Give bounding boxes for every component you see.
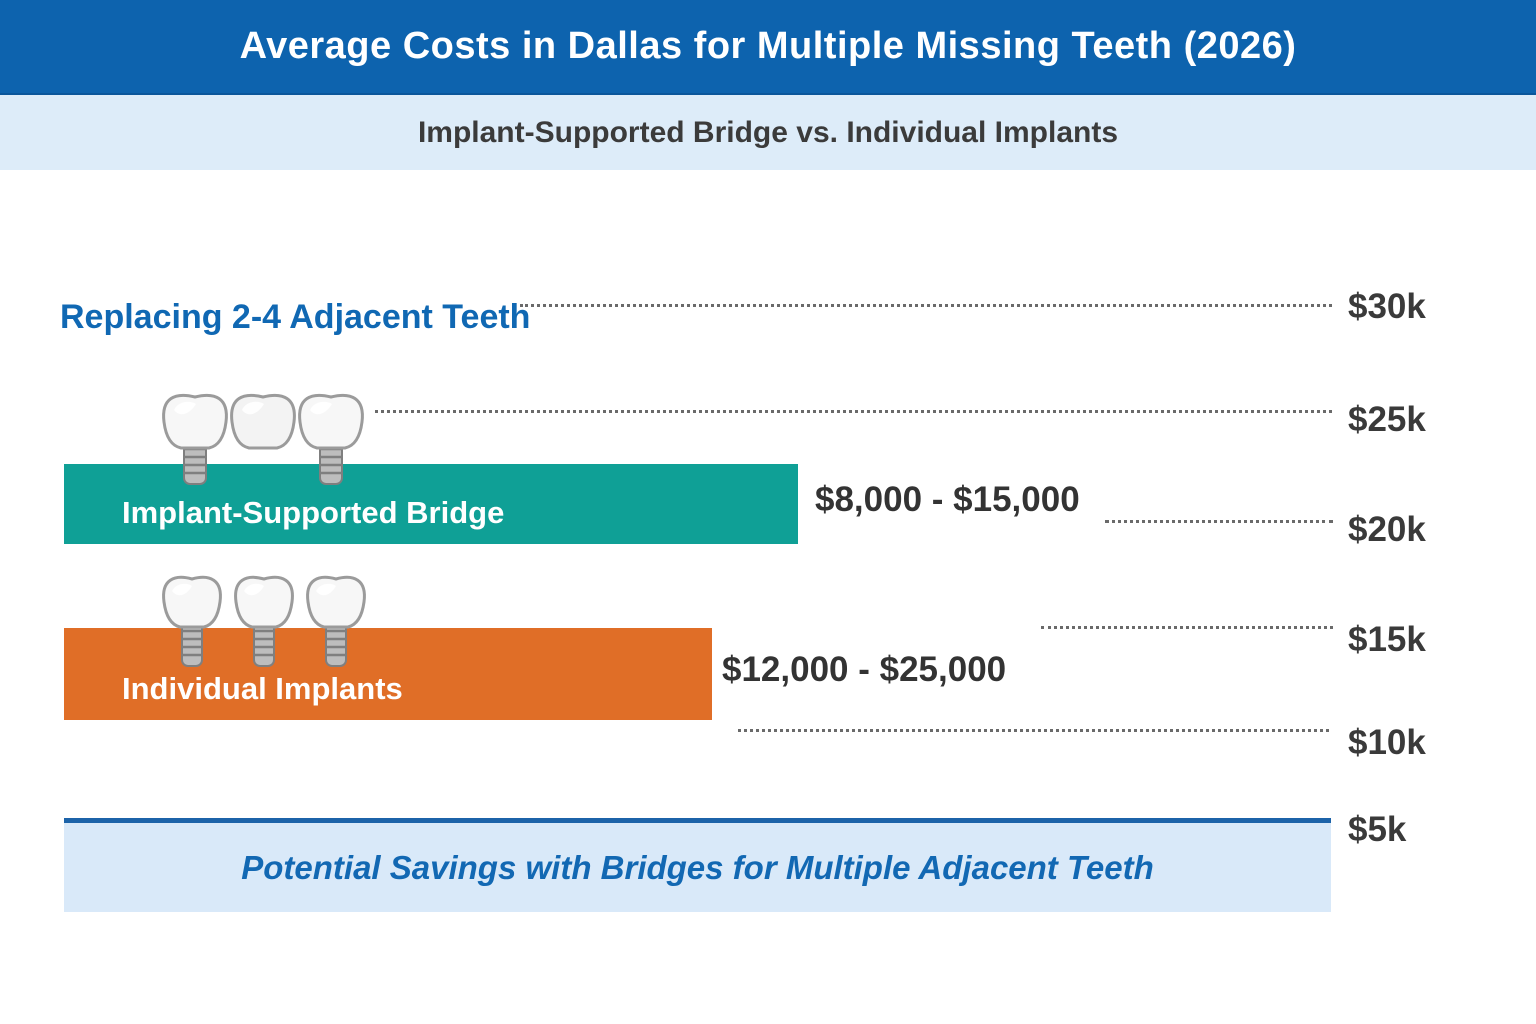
footer-banner: Potential Savings with Bridges for Multi… <box>64 818 1331 912</box>
header-banner: Average Costs in Dallas for Multiple Mis… <box>0 0 1536 95</box>
axis-tick-15k: $15k <box>1348 620 1426 659</box>
implant-2 <box>234 575 294 667</box>
gridline-15k <box>1041 626 1333 629</box>
implants-cost-bar: Individual Implants <box>64 628 712 720</box>
implant-1 <box>162 575 222 667</box>
page-title: Average Costs in Dallas for Multiple Mis… <box>239 25 1297 67</box>
implant-3 <box>306 575 366 667</box>
section-label: Replacing 2-4 Adjacent Teeth <box>60 298 531 336</box>
axis-tick-5k: $5k <box>1348 810 1407 849</box>
gridline-25k <box>375 410 1332 413</box>
bridge-cost-bar: Implant-Supported Bridge <box>64 464 798 544</box>
bridge-bar-label: Implant-Supported Bridge <box>122 495 505 530</box>
individual-implants-icon <box>158 572 370 672</box>
footer-note: Potential Savings with Bridges for Multi… <box>241 848 1154 886</box>
implants-cost-range: $12,000 - $25,000 <box>722 650 1007 689</box>
axis-tick-25k: $25k <box>1348 400 1426 439</box>
axis-tick-30k: $30k <box>1348 287 1426 326</box>
page-subtitle: Implant-Supported Bridge vs. Individual … <box>417 115 1119 149</box>
axis-tick-10k: $10k <box>1348 723 1426 762</box>
bridge-teeth-icon <box>158 388 370 490</box>
axis-tick-20k: $20k <box>1348 510 1426 549</box>
gridline-30k <box>520 304 1332 307</box>
implants-bar-label: Individual Implants <box>122 671 403 706</box>
bridge-cost-range: $8,000 - $15,000 <box>815 480 1080 519</box>
subheader-banner: Implant-Supported Bridge vs. Individual … <box>0 95 1536 170</box>
gridline-10k <box>738 729 1329 732</box>
gridline-20k <box>1105 520 1333 523</box>
